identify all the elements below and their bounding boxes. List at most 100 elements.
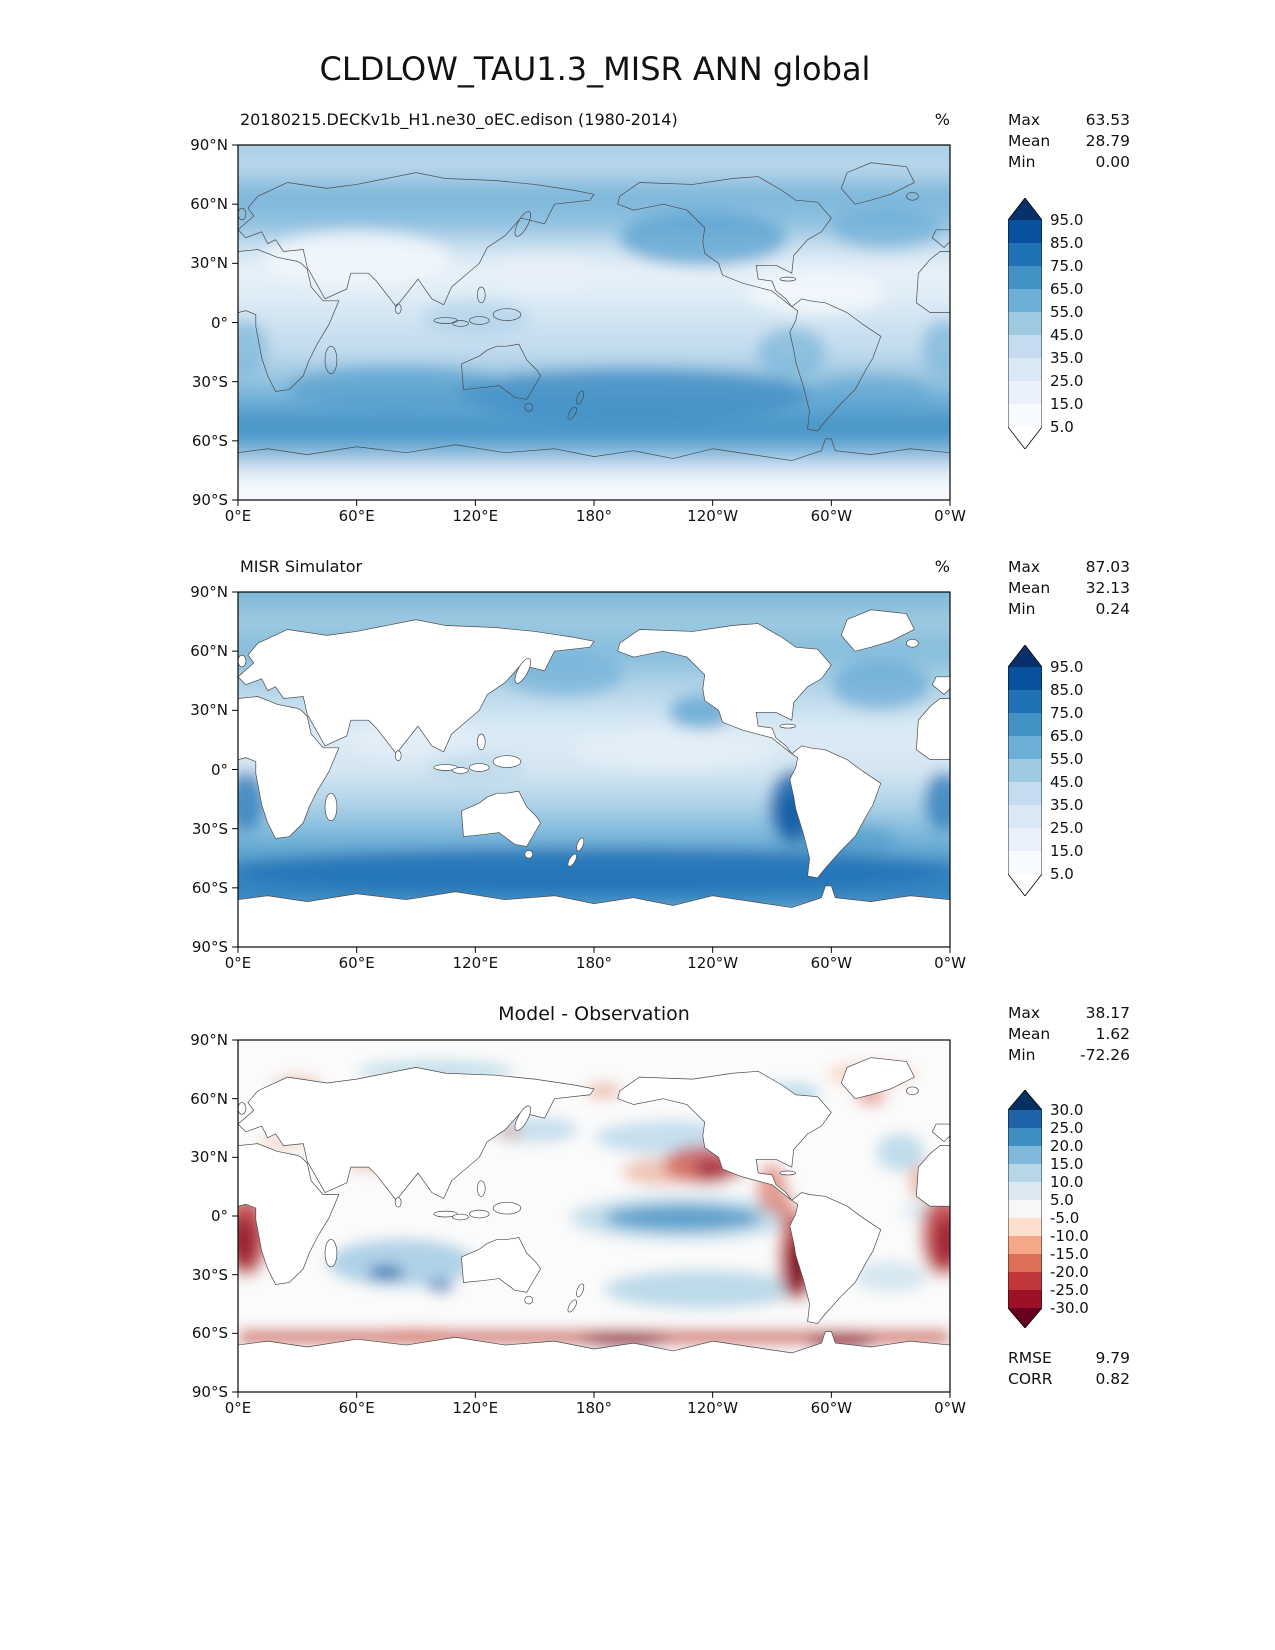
- figure-title: CLDLOW_TAU1.3_MISR ANN global: [319, 50, 871, 88]
- y-tick-label: 90°S: [191, 491, 228, 509]
- panel1-unit: %: [934, 110, 950, 129]
- stat-label-max: Max: [1008, 111, 1041, 129]
- stat-row: Max 87.03: [1008, 557, 1130, 578]
- y-tick-label: 30°S: [191, 372, 228, 391]
- colorbar-tick-label: 65.0: [1050, 727, 1084, 745]
- x-tick-label: 180°: [575, 507, 613, 525]
- x-tick-label: 0°W: [934, 507, 966, 525]
- y-tick-label: 60°S: [191, 878, 228, 897]
- colorbar-tick-label: 35.0: [1050, 796, 1084, 814]
- panel3-subtitle: Model - Observation: [498, 1003, 690, 1025]
- colorbar-tick-label: 95.0: [1050, 211, 1084, 229]
- y-tick-label: 90°S: [191, 1383, 228, 1401]
- x-tick-label: 120°E: [452, 507, 499, 525]
- map-model: [232, 144, 951, 506]
- colorbar-tick-label: 25.0: [1050, 372, 1084, 390]
- colorbar-tick-label: 25.0: [1050, 1119, 1084, 1137]
- x-tick-label: 120°E: [452, 954, 499, 972]
- stat-value-max: 63.53: [1085, 111, 1130, 129]
- stat-row: Mean 1.62: [1008, 1024, 1130, 1045]
- panel2-stats: Max 87.03 Mean 32.13 Min 0.24: [1008, 557, 1130, 620]
- y-tick-label: 30°N: [190, 701, 228, 720]
- axis-ticks: [232, 591, 951, 953]
- y-tick-label: 0°: [210, 1207, 228, 1225]
- x-tick-label: 60°W: [810, 507, 853, 525]
- x-tick-label: 60°W: [810, 1399, 853, 1417]
- colorbar-tick-label: 25.0: [1050, 819, 1084, 837]
- y-tick-label: 0°: [210, 313, 228, 332]
- x-tick-label: 60°E: [338, 1399, 375, 1417]
- colorbar-tick-label: -5.0: [1050, 1209, 1080, 1227]
- colorbar-tick-label: 5.0: [1050, 1191, 1074, 1209]
- x-tick-label: 120°W: [687, 1399, 739, 1417]
- colorbar-tick-label: 85.0: [1050, 234, 1084, 252]
- stat-value-min: 0.00: [1095, 153, 1130, 171]
- x-tick-label: 0°W: [934, 1399, 966, 1417]
- stat-row: Mean 28.79: [1008, 131, 1130, 152]
- colorbar-tick-label: 10.0: [1050, 1173, 1084, 1191]
- axis-ticks: [232, 144, 951, 506]
- colorbar-tick-label: 55.0: [1050, 303, 1084, 321]
- colorbar-tick-label: -15.0: [1050, 1245, 1089, 1263]
- y-tick-label: 60°S: [191, 1324, 228, 1343]
- x-tick-label: 0°W: [934, 954, 966, 972]
- y-tick-label: 30°S: [191, 1265, 228, 1284]
- colorbar-tick-label: -10.0: [1050, 1227, 1089, 1245]
- colorbar-tick-label: 75.0: [1050, 704, 1084, 722]
- x-tick-label: 60°E: [338, 954, 375, 972]
- x-tick-label: 60°E: [338, 507, 375, 525]
- colorbar-tick-label: 55.0: [1050, 750, 1084, 768]
- y-tick-label: 90°N: [190, 136, 228, 154]
- y-tick-label: 60°N: [190, 1089, 228, 1108]
- stat-value-mean: 28.79: [1085, 132, 1130, 150]
- colorbar-tick-label: 45.0: [1050, 773, 1084, 791]
- stat-label-max: Max: [1008, 1004, 1041, 1022]
- y-tick-label: 90°N: [190, 1031, 228, 1049]
- stat-row: Max 63.53: [1008, 110, 1130, 131]
- x-tick-label: 180°: [575, 1399, 613, 1417]
- colorbar-tick-label: -25.0: [1050, 1281, 1089, 1299]
- colorbar-tick-label: -30.0: [1050, 1299, 1089, 1317]
- stat-label-mean: Mean: [1008, 132, 1051, 150]
- y-tick-label: 90°S: [191, 938, 228, 956]
- stat-label-min: Min: [1008, 1046, 1036, 1064]
- colorbar-tick-label: 15.0: [1050, 842, 1084, 860]
- colorbar-tick-label: 35.0: [1050, 349, 1084, 367]
- y-tick-label: 30°N: [190, 1148, 228, 1167]
- colorbar-gradient: [1007, 1089, 1043, 1329]
- x-tick-label: 120°E: [452, 1399, 499, 1417]
- stat-value-corr: 0.82: [1095, 1370, 1130, 1388]
- stat-value-mean: 1.62: [1095, 1025, 1130, 1043]
- stat-label-mean: Mean: [1008, 579, 1051, 597]
- x-tick-label: 120°W: [687, 507, 739, 525]
- stat-label-corr: CORR: [1008, 1370, 1053, 1388]
- panel2-subtitle: MISR Simulator: [240, 557, 363, 576]
- panel3-colorbar: 30.0 25.0 20.0 15.0 10.0 5.0 -5.0 -10.0 -15.0 -20…: [1007, 1089, 1089, 1332]
- map-observation: [232, 591, 951, 953]
- x-tick-label: 0°E: [224, 954, 252, 972]
- y-tick-label: 60°N: [190, 642, 228, 661]
- axis-ticks: [232, 1039, 951, 1398]
- x-tick-label: 0°E: [224, 507, 252, 525]
- panel3-metrics: RMSE 9.79 CORR 0.82: [1008, 1348, 1130, 1390]
- stat-value-mean: 32.13: [1085, 579, 1130, 597]
- stat-label-min: Min: [1008, 600, 1036, 618]
- colorbar-tick-label: 65.0: [1050, 280, 1084, 298]
- panel1-subtitle: 20180215.DECKv1b_H1.ne30_oEC.edison (198…: [240, 110, 678, 129]
- y-tick-label: 30°S: [191, 819, 228, 838]
- stat-row: CORR 0.82: [1008, 1369, 1130, 1390]
- panel1-colorbar: 95.0 85.0 75.0 65.0 55.0 45.0 35.0 25.0 15.0 5.0: [1007, 197, 1083, 453]
- colorbar-tick-label: 20.0: [1050, 1137, 1084, 1155]
- colorbar-tick-label: 75.0: [1050, 257, 1084, 275]
- stat-row: Min 0.00: [1008, 152, 1130, 173]
- colorbar-tick-label: 15.0: [1050, 1155, 1084, 1173]
- y-tick-label: 30°N: [190, 254, 228, 273]
- colorbar-tick-label: 85.0: [1050, 681, 1084, 699]
- stat-row: Min 0.24: [1008, 599, 1130, 620]
- colorbar-tick-label: 30.0: [1050, 1101, 1084, 1119]
- stat-value-min: 0.24: [1095, 600, 1130, 618]
- panel2-unit: %: [934, 557, 950, 576]
- y-tick-label: 0°: [210, 760, 228, 779]
- stat-value-max: 87.03: [1085, 558, 1130, 576]
